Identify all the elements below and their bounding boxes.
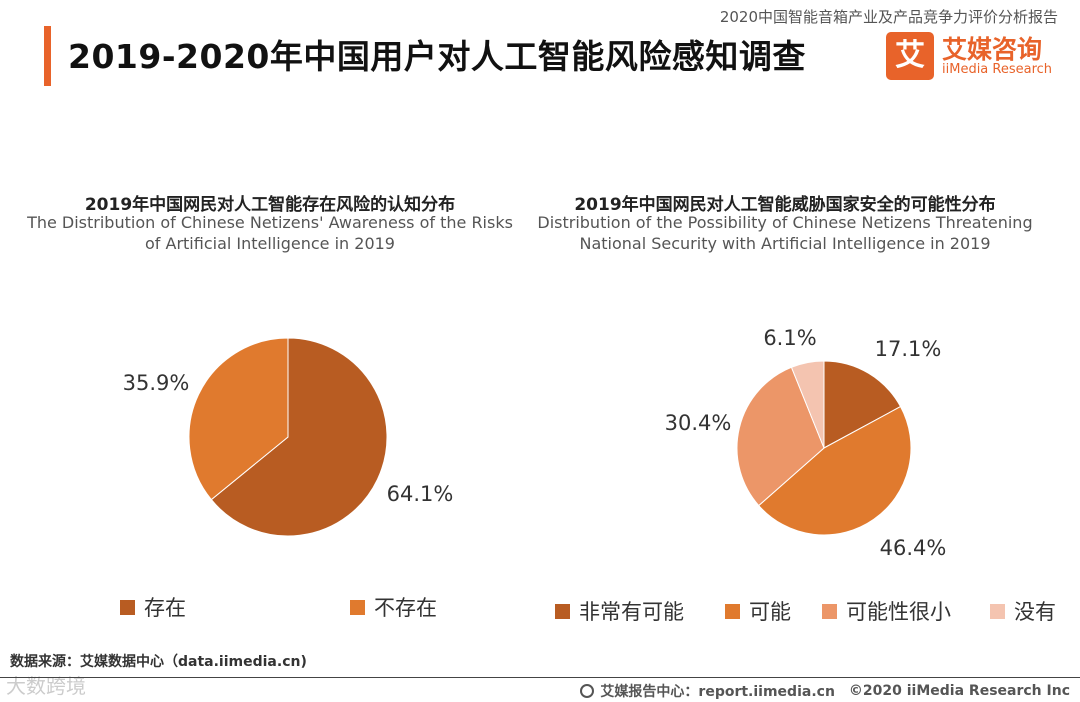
- brand-logo: 艾 艾媒咨询 iiMedia Research: [886, 30, 1066, 82]
- chart2-data-label-1: 46.4%: [880, 536, 947, 560]
- report-name: 2020中国智能音箱产业及产品竞争力评价分析报告: [719, 8, 1058, 26]
- globe-icon: [580, 684, 595, 698]
- page-title: 2019-2020年中国用户对人工智能风险感知调查: [68, 37, 806, 76]
- chart2-legend-item-1: 可能: [725, 596, 791, 626]
- chart2-legend-item-0: 非常有可能: [555, 596, 684, 626]
- footer-copyright: ©2020 iiMedia Research Inc: [848, 683, 1070, 699]
- chart1-legend-swatch-0: [120, 599, 135, 615]
- chart1-legend-label-0: 存在: [144, 596, 186, 620]
- chart1-slice-0: [210, 337, 388, 537]
- footer-divider: [0, 677, 1080, 678]
- chart2-data-label-3: 6.1%: [763, 326, 816, 350]
- logo-text-en: iiMedia Research: [942, 62, 1053, 77]
- chart2-data-label-0: 17.1%: [875, 337, 942, 361]
- chart2-legend-swatch-1: [725, 603, 740, 619]
- chart2-legend-item-3: 没有: [990, 596, 1056, 626]
- chart1-legend-label-1: 不存在: [374, 596, 437, 620]
- chart2-legend-swatch-2: [822, 603, 837, 619]
- chart1-slice-1: [188, 337, 289, 501]
- watermark: 大数跨境: [6, 674, 86, 698]
- data-source: 数据来源：艾媒数据中心（data.iimedia.cn): [10, 654, 307, 670]
- chart2-title: 2019年中国网民对人工智能威胁国家安全的可能性分布: [574, 195, 996, 215]
- chart2-legend-label-1: 可能: [749, 600, 791, 624]
- chart2-legend-swatch-3: [990, 603, 1005, 619]
- chart2-legend-label-0: 非常有可能: [579, 600, 684, 624]
- chart2-slice-2: [736, 366, 825, 507]
- chart1-title: 2019年中国网民对人工智能存在风险的认知分布: [84, 195, 456, 215]
- title-accent-bar: [44, 26, 51, 86]
- logo-text-cn: 艾媒咨询: [942, 35, 1043, 64]
- chart1-data-label-1: 35.9%: [123, 371, 190, 395]
- footer: 艾媒报告中心：report.iimedia.cn ©2020 iiMedia R…: [580, 681, 1070, 701]
- chart2-slice-3: [790, 360, 825, 449]
- chart1-legend-swatch-1: [350, 599, 365, 615]
- chart2-legend-item-2: 可能性很小: [822, 596, 951, 626]
- chart2-subtitle: Distribution of the Possibility of Chine…: [537, 213, 1033, 253]
- chart2-legend-label-3: 没有: [1014, 600, 1056, 624]
- chart1-legend-item-0: 存在: [120, 592, 186, 622]
- footer-site: 艾媒报告中心：report.iimedia.cn: [600, 684, 835, 700]
- chart1-data-label-0: 64.1%: [387, 482, 454, 506]
- logo-mark-icon: 艾: [886, 32, 934, 80]
- chart1-subtitle: The Distribution of Chinese Netizens' Aw…: [27, 213, 513, 253]
- chart2-legend-label-2: 可能性很小: [846, 600, 951, 624]
- chart2-slice-1: [758, 405, 912, 536]
- chart1-legend-item-1: 不存在: [350, 592, 437, 622]
- chart2-data-label-2: 30.4%: [665, 411, 732, 435]
- chart2-slice-0: [823, 360, 902, 449]
- chart2-legend-swatch-0: [555, 603, 570, 619]
